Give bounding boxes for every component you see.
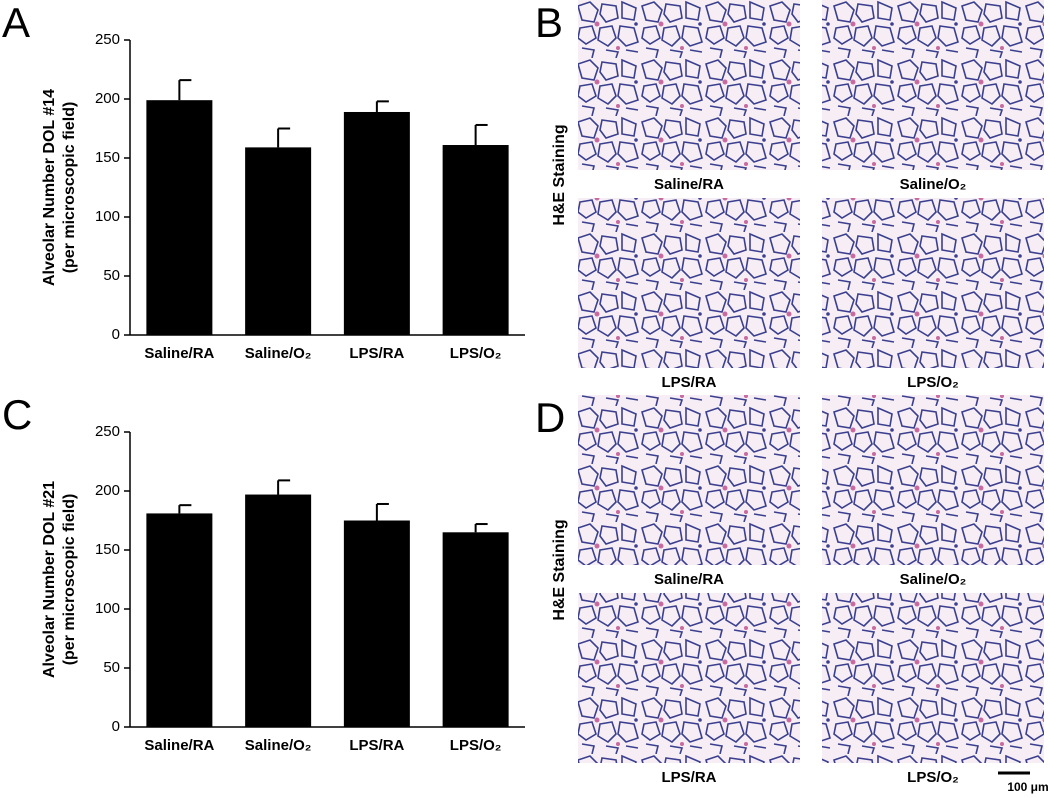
panel-label: B [535, 0, 563, 46]
x-tick-label: Saline/O₂ [245, 345, 312, 362]
y-tick-label: 0 [112, 718, 120, 735]
y-axis-label: H&E Staining [551, 519, 568, 620]
y-tick-label: 50 [103, 267, 120, 284]
scale-bar-label: 100 μm [1007, 780, 1048, 794]
image-label: LPS/RA [661, 374, 716, 391]
x-tick-label: LPS/RA [349, 345, 404, 362]
y-tick-label: 0 [112, 326, 120, 343]
histology-image [578, 198, 800, 368]
histology-image [822, 0, 1044, 170]
x-tick-label: LPS/O₂ [450, 345, 502, 362]
panel-label: A [2, 0, 30, 46]
y-tick-label: 100 [95, 600, 120, 617]
image-label: LPS/O₂ [907, 769, 959, 786]
image-label: Saline/O₂ [900, 176, 967, 193]
bar [245, 494, 312, 727]
y-tick-label: 150 [95, 541, 120, 558]
histology-image [578, 593, 800, 763]
x-tick-label: Saline/RA [144, 345, 214, 362]
x-tick-label: Saline/O₂ [245, 737, 312, 754]
image-label: LPS/RA [661, 769, 716, 786]
y-axis-label: (per microscopic field) [61, 494, 78, 666]
histology-image [822, 593, 1044, 763]
y-tick-label: 150 [95, 149, 120, 166]
x-tick-label: LPS/O₂ [450, 737, 502, 754]
y-tick-label: 50 [103, 659, 120, 676]
y-axis-label: Alveolar Number DOL #21 [41, 481, 58, 678]
image-label: LPS/O₂ [907, 374, 959, 391]
x-tick-label: Saline/RA [144, 737, 214, 754]
y-axis-label: H&E Staining [551, 124, 568, 225]
y-tick-label: 100 [95, 208, 120, 225]
y-axis-label: (per microscopic field) [61, 102, 78, 274]
bar [146, 513, 213, 727]
x-tick-label: LPS/RA [349, 737, 404, 754]
histology-image [578, 0, 800, 170]
y-tick-label: 200 [95, 482, 120, 499]
histology-image [578, 395, 800, 565]
bar [343, 111, 410, 335]
y-axis-label: Alveolar Number DOL #14 [41, 89, 58, 286]
histology-image [822, 198, 1044, 368]
y-tick-label: 200 [95, 90, 120, 107]
panel-label: D [535, 394, 565, 441]
image-label: Saline/RA [654, 571, 724, 588]
image-label: Saline/RA [654, 176, 724, 193]
bar [442, 532, 509, 727]
panel-label: C [2, 391, 32, 438]
y-tick-label: 250 [95, 423, 120, 440]
bar [245, 147, 312, 335]
bar [146, 100, 213, 336]
image-label: Saline/O₂ [900, 571, 967, 588]
histology-image [822, 395, 1044, 565]
bar [343, 520, 410, 727]
bar [442, 145, 509, 335]
y-tick-label: 250 [95, 31, 120, 48]
